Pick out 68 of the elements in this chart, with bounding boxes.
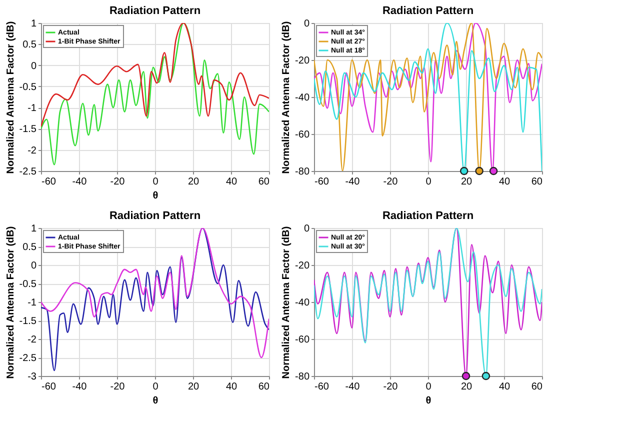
- y-tick-label: -2: [28, 145, 37, 156]
- x-tick-label: -60: [314, 176, 330, 188]
- y-tick-label: -2.5: [19, 353, 37, 364]
- x-tick-label: -40: [72, 176, 88, 188]
- y-axis-title: Normalized Antenna Factor (dB): [5, 21, 16, 174]
- x-axis-title: θ: [152, 396, 158, 406]
- x-tick-label: 0: [152, 382, 159, 392]
- y-tick-label: 0: [304, 224, 310, 234]
- chart-title: Radiation Pattern: [109, 5, 201, 17]
- x-axis-title: θ: [426, 396, 432, 406]
- x-tick-label: 20: [188, 382, 200, 392]
- x-tick-label: 20: [188, 176, 200, 188]
- x-tick-label: -40: [72, 382, 88, 392]
- x-tick-label: 0: [152, 176, 159, 188]
- x-tick-label: -40: [345, 176, 360, 188]
- y-tick-label: -40: [295, 298, 310, 308]
- y-tick-label: 0: [304, 18, 310, 30]
- x-tick-label: 40: [226, 382, 238, 392]
- y-axis-title: Normalized Antenna Factor (dB): [281, 226, 292, 379]
- chart-title: Radiation Pattern: [382, 210, 474, 222]
- y-tick-label: -60: [295, 130, 310, 140]
- x-tick-label: -60: [42, 176, 56, 188]
- y-tick-label: -0.5: [19, 82, 37, 93]
- y-tick-label: -0.5: [19, 279, 37, 290]
- y-tick-label: -2.5: [19, 166, 37, 178]
- x-tick-label: 40: [226, 176, 238, 188]
- y-tick-label: -40: [295, 92, 310, 104]
- y-tick-label: 0.5: [22, 242, 37, 253]
- y-tick-label: 1: [30, 224, 37, 234]
- y-tick-label: -80: [295, 372, 310, 382]
- x-tick-label: -20: [110, 382, 126, 392]
- x-tick-label: 60: [258, 382, 270, 392]
- x-tick-label: 60: [531, 176, 543, 188]
- y-axis-title: Normalized Antenna Factor (dB): [281, 21, 292, 174]
- x-tick-label: 0: [426, 382, 432, 392]
- y-tick-label: -20: [295, 260, 310, 272]
- x-tick-label: -20: [110, 176, 126, 188]
- line-series: [41, 23, 269, 128]
- y-axis-title: Normalized Antenna Factor (dB): [5, 226, 16, 379]
- x-tick-label: 40: [498, 176, 510, 188]
- line-series: [41, 23, 269, 166]
- y-tick-label: -60: [295, 334, 310, 346]
- y-tick-label: -1.5: [19, 316, 37, 327]
- y-tick-label: 0: [30, 60, 37, 72]
- y-tick-label: 0: [30, 260, 37, 272]
- y-tick-label: 1: [30, 18, 37, 30]
- x-tick-label: -20: [383, 176, 398, 188]
- y-tick-label: -80: [295, 166, 310, 178]
- y-tick-label: -1.5: [19, 124, 37, 136]
- x-tick-label: 20: [460, 382, 472, 392]
- y-tick-label: -1: [28, 298, 37, 308]
- x-tick-label: -40: [345, 382, 360, 392]
- x-tick-label: -60: [42, 382, 56, 392]
- y-tick-label: 0.5: [22, 40, 37, 51]
- x-tick-label: -20: [383, 382, 398, 392]
- x-tick-label: 20: [460, 176, 472, 188]
- x-tick-label: 0: [426, 176, 432, 188]
- x-tick-label: 60: [258, 176, 270, 188]
- x-tick-label: 60: [531, 382, 543, 392]
- chart-title: Radiation Pattern: [382, 5, 474, 17]
- y-tick-label: -20: [295, 56, 310, 66]
- x-tick-label: -60: [314, 382, 330, 392]
- y-tick-label: -1: [28, 103, 37, 114]
- x-axis-title: θ: [152, 190, 158, 202]
- x-tick-label: 40: [498, 382, 510, 392]
- y-tick-label: -2: [28, 334, 37, 346]
- y-tick-label: -3: [28, 372, 37, 382]
- chart-title: Radiation Pattern: [109, 210, 201, 222]
